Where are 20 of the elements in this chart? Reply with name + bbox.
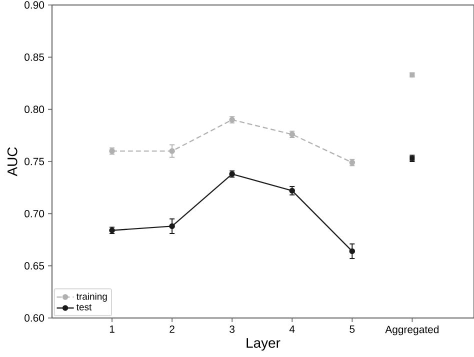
y-tick-label: 0.90: [24, 1, 44, 9]
legend-label: test: [76, 304, 92, 310]
y-tick-label: 0.85: [24, 53, 44, 61]
x-axis-title: Layer: [246, 338, 280, 351]
y-tick-label: 0.70: [24, 210, 44, 218]
x-tick-label: 4: [289, 326, 295, 333]
y-tick-label: 0.75: [24, 158, 44, 166]
x-tick-label: 3: [230, 326, 235, 333]
point: [169, 148, 175, 154]
x-tick-label: 5: [350, 326, 355, 333]
y-tick-label: 0.60: [24, 314, 44, 322]
point: [169, 223, 175, 230]
x-tick-label: 2: [170, 326, 174, 333]
legend-label: training: [76, 292, 107, 302]
x-tick-label: Aggregated: [385, 326, 439, 336]
y-axis-title: AUC: [7, 147, 18, 176]
y-tick-label: 0.65: [24, 262, 44, 270]
x-tick-label: 1: [110, 326, 114, 333]
point: [349, 248, 356, 254]
y-tick-label: 0.80: [24, 106, 44, 114]
